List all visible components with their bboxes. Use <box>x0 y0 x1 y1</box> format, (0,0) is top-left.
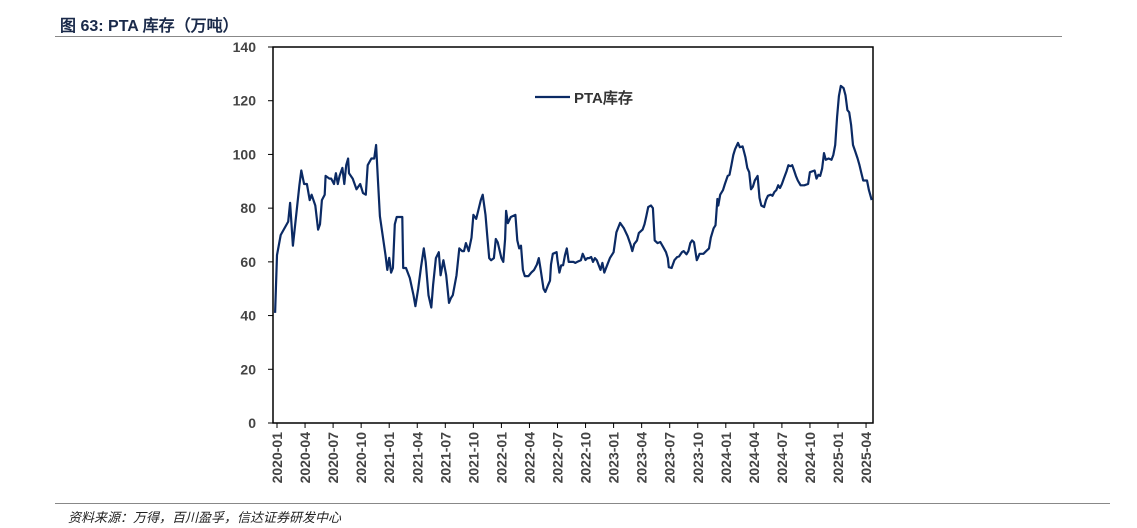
x-tick-label: 2023-01 <box>606 432 622 484</box>
pta-inventory-line <box>274 84 873 313</box>
x-tick-label: 2022-10 <box>578 432 594 484</box>
x-tick-label: 2020-07 <box>325 432 341 484</box>
source-note: 资料来源：万得，百川盈孚，信达证券研发中心 <box>68 511 342 526</box>
title-rule <box>55 36 1062 37</box>
x-tick-label: 2025-04 <box>858 432 874 484</box>
y-tick-label: 40 <box>240 308 256 324</box>
figure-title: 图 63: PTA 库存（万吨） <box>60 18 239 35</box>
x-tick-label: 2020-10 <box>353 432 369 484</box>
x-tick-label: 2022-04 <box>521 432 537 484</box>
x-tick-label: 2023-10 <box>690 432 706 484</box>
y-tick-label: 20 <box>240 361 256 377</box>
y-tick-label: 120 <box>233 93 257 109</box>
x-tick-label: 2024-10 <box>802 432 818 484</box>
y-tick-label: 100 <box>233 146 257 162</box>
x-tick-label: 2021-04 <box>409 432 425 484</box>
x-tick-label: 2020-01 <box>269 432 285 484</box>
x-tick-label: 2024-01 <box>718 432 734 484</box>
x-tick-label: 2025-01 <box>830 432 846 484</box>
y-tick-label: 80 <box>240 200 256 216</box>
x-tick-label: 2022-01 <box>493 432 509 484</box>
source-rule <box>55 503 1110 504</box>
legend-label: PTA库存 <box>574 89 633 107</box>
x-tick-label: 2022-07 <box>550 432 566 484</box>
x-tick-label: 2021-01 <box>381 432 397 484</box>
y-tick-label: 60 <box>240 254 256 270</box>
x-tick-label: 2021-10 <box>465 432 481 484</box>
x-tick-label: 2023-04 <box>634 432 650 484</box>
y-tick-label: 140 <box>233 39 257 55</box>
plot-frame <box>272 46 874 424</box>
x-tick-label: 2020-04 <box>297 432 313 484</box>
x-tick-label: 2024-04 <box>746 432 762 484</box>
y-tick-label: 0 <box>248 415 256 431</box>
x-tick-label: 2021-07 <box>437 432 453 484</box>
x-tick-label: 2024-07 <box>774 432 790 484</box>
x-tick-label: 2023-07 <box>662 432 678 484</box>
